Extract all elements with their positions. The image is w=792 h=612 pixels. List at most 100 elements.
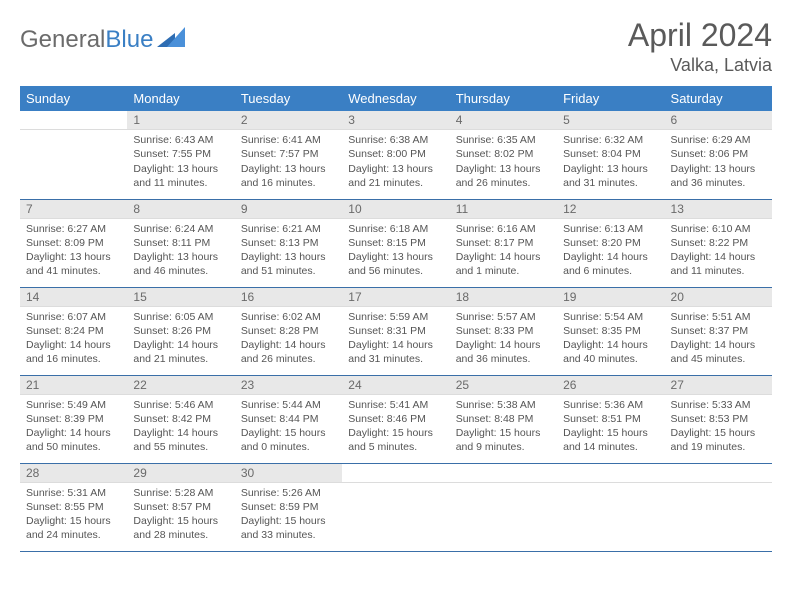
daylight-text: Daylight: 14 hours and 36 minutes. [456, 338, 551, 366]
day-number [450, 464, 557, 483]
day-cell: 19 Sunrise: 5:54 AMSunset: 8:35 PMDayligh… [557, 287, 664, 375]
sunrise-text: Sunrise: 6:13 AM [563, 222, 658, 236]
sunrise-text: Sunrise: 6:35 AM [456, 133, 551, 147]
sunset-text: Sunset: 8:48 PM [456, 412, 551, 426]
sunset-text: Sunset: 8:04 PM [563, 147, 658, 161]
day-details: Sunrise: 5:33 AMSunset: 8:53 PMDaylight:… [665, 395, 772, 461]
day-details: Sunrise: 5:51 AMSunset: 8:37 PMDaylight:… [665, 307, 772, 373]
calendar-table: Sunday Monday Tuesday Wednesday Thursday… [20, 86, 772, 552]
day-number: 6 [665, 111, 772, 130]
daylight-text: Daylight: 15 hours and 28 minutes. [133, 514, 228, 542]
day-cell [450, 463, 557, 551]
day-cell: 25Sunrise: 5:38 AMSunset: 8:48 PMDayligh… [450, 375, 557, 463]
daylight-text: Daylight: 13 hours and 11 minutes. [133, 162, 228, 190]
daylight-text: Daylight: 14 hours and 1 minute. [456, 250, 551, 278]
sunrise-text: Sunrise: 5:54 AM [563, 310, 658, 324]
sunrise-text: Sunrise: 6:16 AM [456, 222, 551, 236]
weekday-header: Friday [557, 86, 664, 111]
sunrise-text: Sunrise: 6:02 AM [241, 310, 336, 324]
day-number: 14 [20, 288, 127, 307]
day-number [557, 464, 664, 483]
daylight-text: Daylight: 14 hours and 11 minutes. [671, 250, 766, 278]
day-details: Sunrise: 6:27 AMSunset: 8:09 PMDaylight:… [20, 219, 127, 285]
daylight-text: Daylight: 15 hours and 33 minutes. [241, 514, 336, 542]
day-number [665, 464, 772, 483]
sunrise-text: Sunrise: 5:26 AM [241, 486, 336, 500]
day-details: Sunrise: 6:18 AMSunset: 8:15 PMDaylight:… [342, 219, 449, 285]
day-details: Sunrise: 5:38 AMSunset: 8:48 PMDaylight:… [450, 395, 557, 461]
sunrise-text: Sunrise: 5:41 AM [348, 398, 443, 412]
daylight-text: Daylight: 14 hours and 31 minutes. [348, 338, 443, 366]
daylight-text: Daylight: 14 hours and 26 minutes. [241, 338, 336, 366]
brand-part2: Blue [105, 26, 153, 54]
day-details: Sunrise: 5:57 AMSunset: 8:33 PMDaylight:… [450, 307, 557, 373]
day-details: Sunrise: 5:49 AMSunset: 8:39 PMDaylight:… [20, 395, 127, 461]
day-details: Sunrise: 6:41 AMSunset: 7:57 PMDaylight:… [235, 130, 342, 196]
sunset-text: Sunset: 8:35 PM [563, 324, 658, 338]
day-details: Sunrise: 5:46 AMSunset: 8:42 PMDaylight:… [127, 395, 234, 461]
sunset-text: Sunset: 8:59 PM [241, 500, 336, 514]
weekday-header: Tuesday [235, 86, 342, 111]
day-details: Sunrise: 6:43 AMSunset: 7:55 PMDaylight:… [127, 130, 234, 196]
sunset-text: Sunset: 8:17 PM [456, 236, 551, 250]
day-number: 8 [127, 200, 234, 219]
day-number [342, 464, 449, 483]
day-number: 7 [20, 200, 127, 219]
day-cell: 15Sunrise: 6:05 AMSunset: 8:26 PMDayligh… [127, 287, 234, 375]
day-number: 10 [342, 200, 449, 219]
day-cell: 1Sunrise: 6:43 AMSunset: 7:55 PMDaylight… [127, 111, 234, 199]
day-cell: 9Sunrise: 6:21 AMSunset: 8:13 PMDaylight… [235, 199, 342, 287]
sunrise-text: Sunrise: 6:05 AM [133, 310, 228, 324]
sunrise-text: Sunrise: 6:27 AM [26, 222, 121, 236]
sunset-text: Sunset: 8:13 PM [241, 236, 336, 250]
day-cell: 11 Sunrise: 6:16 AMSunset: 8:17 PMDayligh… [450, 199, 557, 287]
daylight-text: Daylight: 13 hours and 46 minutes. [133, 250, 228, 278]
day-number: 21 [20, 376, 127, 395]
sunset-text: Sunset: 8:39 PM [26, 412, 121, 426]
day-number: 11 [450, 200, 557, 219]
day-details: Sunrise: 5:28 AMSunset: 8:57 PMDaylight:… [127, 483, 234, 549]
location-label: Valka, Latvia [628, 55, 772, 76]
day-cell: 20Sunrise: 5:51 AMSunset: 8:37 PMDayligh… [665, 287, 772, 375]
sunset-text: Sunset: 8:46 PM [348, 412, 443, 426]
weekday-header: Sunday [20, 86, 127, 111]
daylight-text: Daylight: 14 hours and 16 minutes. [26, 338, 121, 366]
day-cell: 5Sunrise: 6:32 AMSunset: 8:04 PMDaylight… [557, 111, 664, 199]
day-details: Sunrise: 6:07 AMSunset: 8:24 PMDaylight:… [20, 307, 127, 373]
day-cell [557, 463, 664, 551]
day-details: Sunrise: 6:32 AMSunset: 8:04 PMDaylight:… [557, 130, 664, 196]
day-cell: 4Sunrise: 6:35 AMSunset: 8:02 PMDaylight… [450, 111, 557, 199]
day-cell: 30Sunrise: 5:26 AMSunset: 8:59 PMDayligh… [235, 463, 342, 551]
day-details: Sunrise: 5:59 AMSunset: 8:31 PMDaylight:… [342, 307, 449, 373]
daylight-text: Daylight: 13 hours and 31 minutes. [563, 162, 658, 190]
day-number: 5 [557, 111, 664, 130]
sunrise-text: Sunrise: 6:41 AM [241, 133, 336, 147]
calendar-page: GeneralBlue April 2024 Valka, Latvia Sun… [0, 0, 792, 562]
sunset-text: Sunset: 8:28 PM [241, 324, 336, 338]
day-cell: 13Sunrise: 6:10 AMSunset: 8:22 PMDayligh… [665, 199, 772, 287]
day-number: 27 [665, 376, 772, 395]
day-details: Sunrise: 6:05 AMSunset: 8:26 PMDaylight:… [127, 307, 234, 373]
title-block: April 2024 Valka, Latvia [628, 18, 772, 76]
daylight-text: Daylight: 13 hours and 16 minutes. [241, 162, 336, 190]
sunrise-text: Sunrise: 5:36 AM [563, 398, 658, 412]
sunset-text: Sunset: 8:06 PM [671, 147, 766, 161]
brand-mark-icon [157, 26, 185, 54]
daylight-text: Daylight: 13 hours and 51 minutes. [241, 250, 336, 278]
sunrise-text: Sunrise: 5:38 AM [456, 398, 551, 412]
day-number: 20 [665, 288, 772, 307]
sunset-text: Sunset: 8:37 PM [671, 324, 766, 338]
day-number: 1 [127, 111, 234, 130]
daylight-text: Daylight: 14 hours and 40 minutes. [563, 338, 658, 366]
day-details: Sunrise: 6:02 AMSunset: 8:28 PMDaylight:… [235, 307, 342, 373]
day-details: Sunrise: 6:29 AMSunset: 8:06 PMDaylight:… [665, 130, 772, 196]
sunrise-text: Sunrise: 5:28 AM [133, 486, 228, 500]
day-details: Sunrise: 6:35 AMSunset: 8:02 PMDaylight:… [450, 130, 557, 196]
sunrise-text: Sunrise: 6:38 AM [348, 133, 443, 147]
day-cell [342, 463, 449, 551]
daylight-text: Daylight: 15 hours and 5 minutes. [348, 426, 443, 454]
day-number: 19 [557, 288, 664, 307]
calendar-week-row: 1Sunrise: 6:43 AMSunset: 7:55 PMDaylight… [20, 111, 772, 199]
day-cell: 6Sunrise: 6:29 AMSunset: 8:06 PMDaylight… [665, 111, 772, 199]
sunrise-text: Sunrise: 5:46 AM [133, 398, 228, 412]
